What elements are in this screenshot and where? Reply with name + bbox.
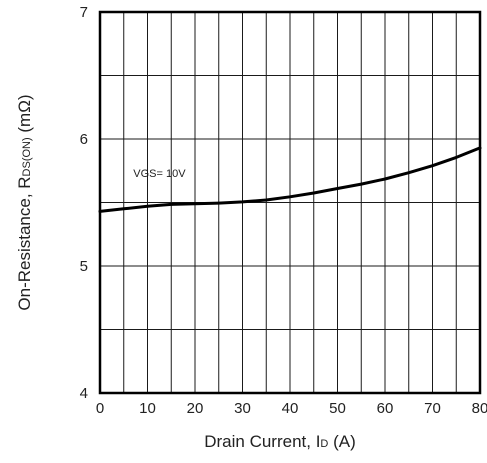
x-tick-label: 20 (187, 400, 204, 417)
grid (100, 12, 480, 393)
y-axis-title: On-Resistance, RDS(ON) (mΩ) (15, 94, 34, 310)
x-tick-label: 70 (424, 400, 441, 417)
vgs-annotation: VGS= 10V (133, 168, 186, 180)
x-tick-label: 50 (329, 400, 346, 417)
x-tick-label: 40 (282, 400, 299, 417)
x-axis-title: Drain Current, ID (A) (204, 432, 356, 451)
y-tick-label: 6 (80, 131, 88, 148)
x-tick-label: 80 (472, 400, 487, 417)
x-tick-labels: 0 10 20 30 40 50 60 70 80 (96, 400, 487, 417)
y-tick-label: 4 (80, 385, 88, 402)
y-tick-label: 5 (80, 258, 88, 275)
y-tick-labels: 4 5 6 7 (80, 4, 88, 402)
y-tick-label: 7 (80, 4, 88, 21)
x-tick-label: 10 (139, 400, 156, 417)
x-tick-label: 30 (234, 400, 251, 417)
x-tick-label: 60 (377, 400, 394, 417)
x-tick-label: 0 (96, 400, 104, 417)
